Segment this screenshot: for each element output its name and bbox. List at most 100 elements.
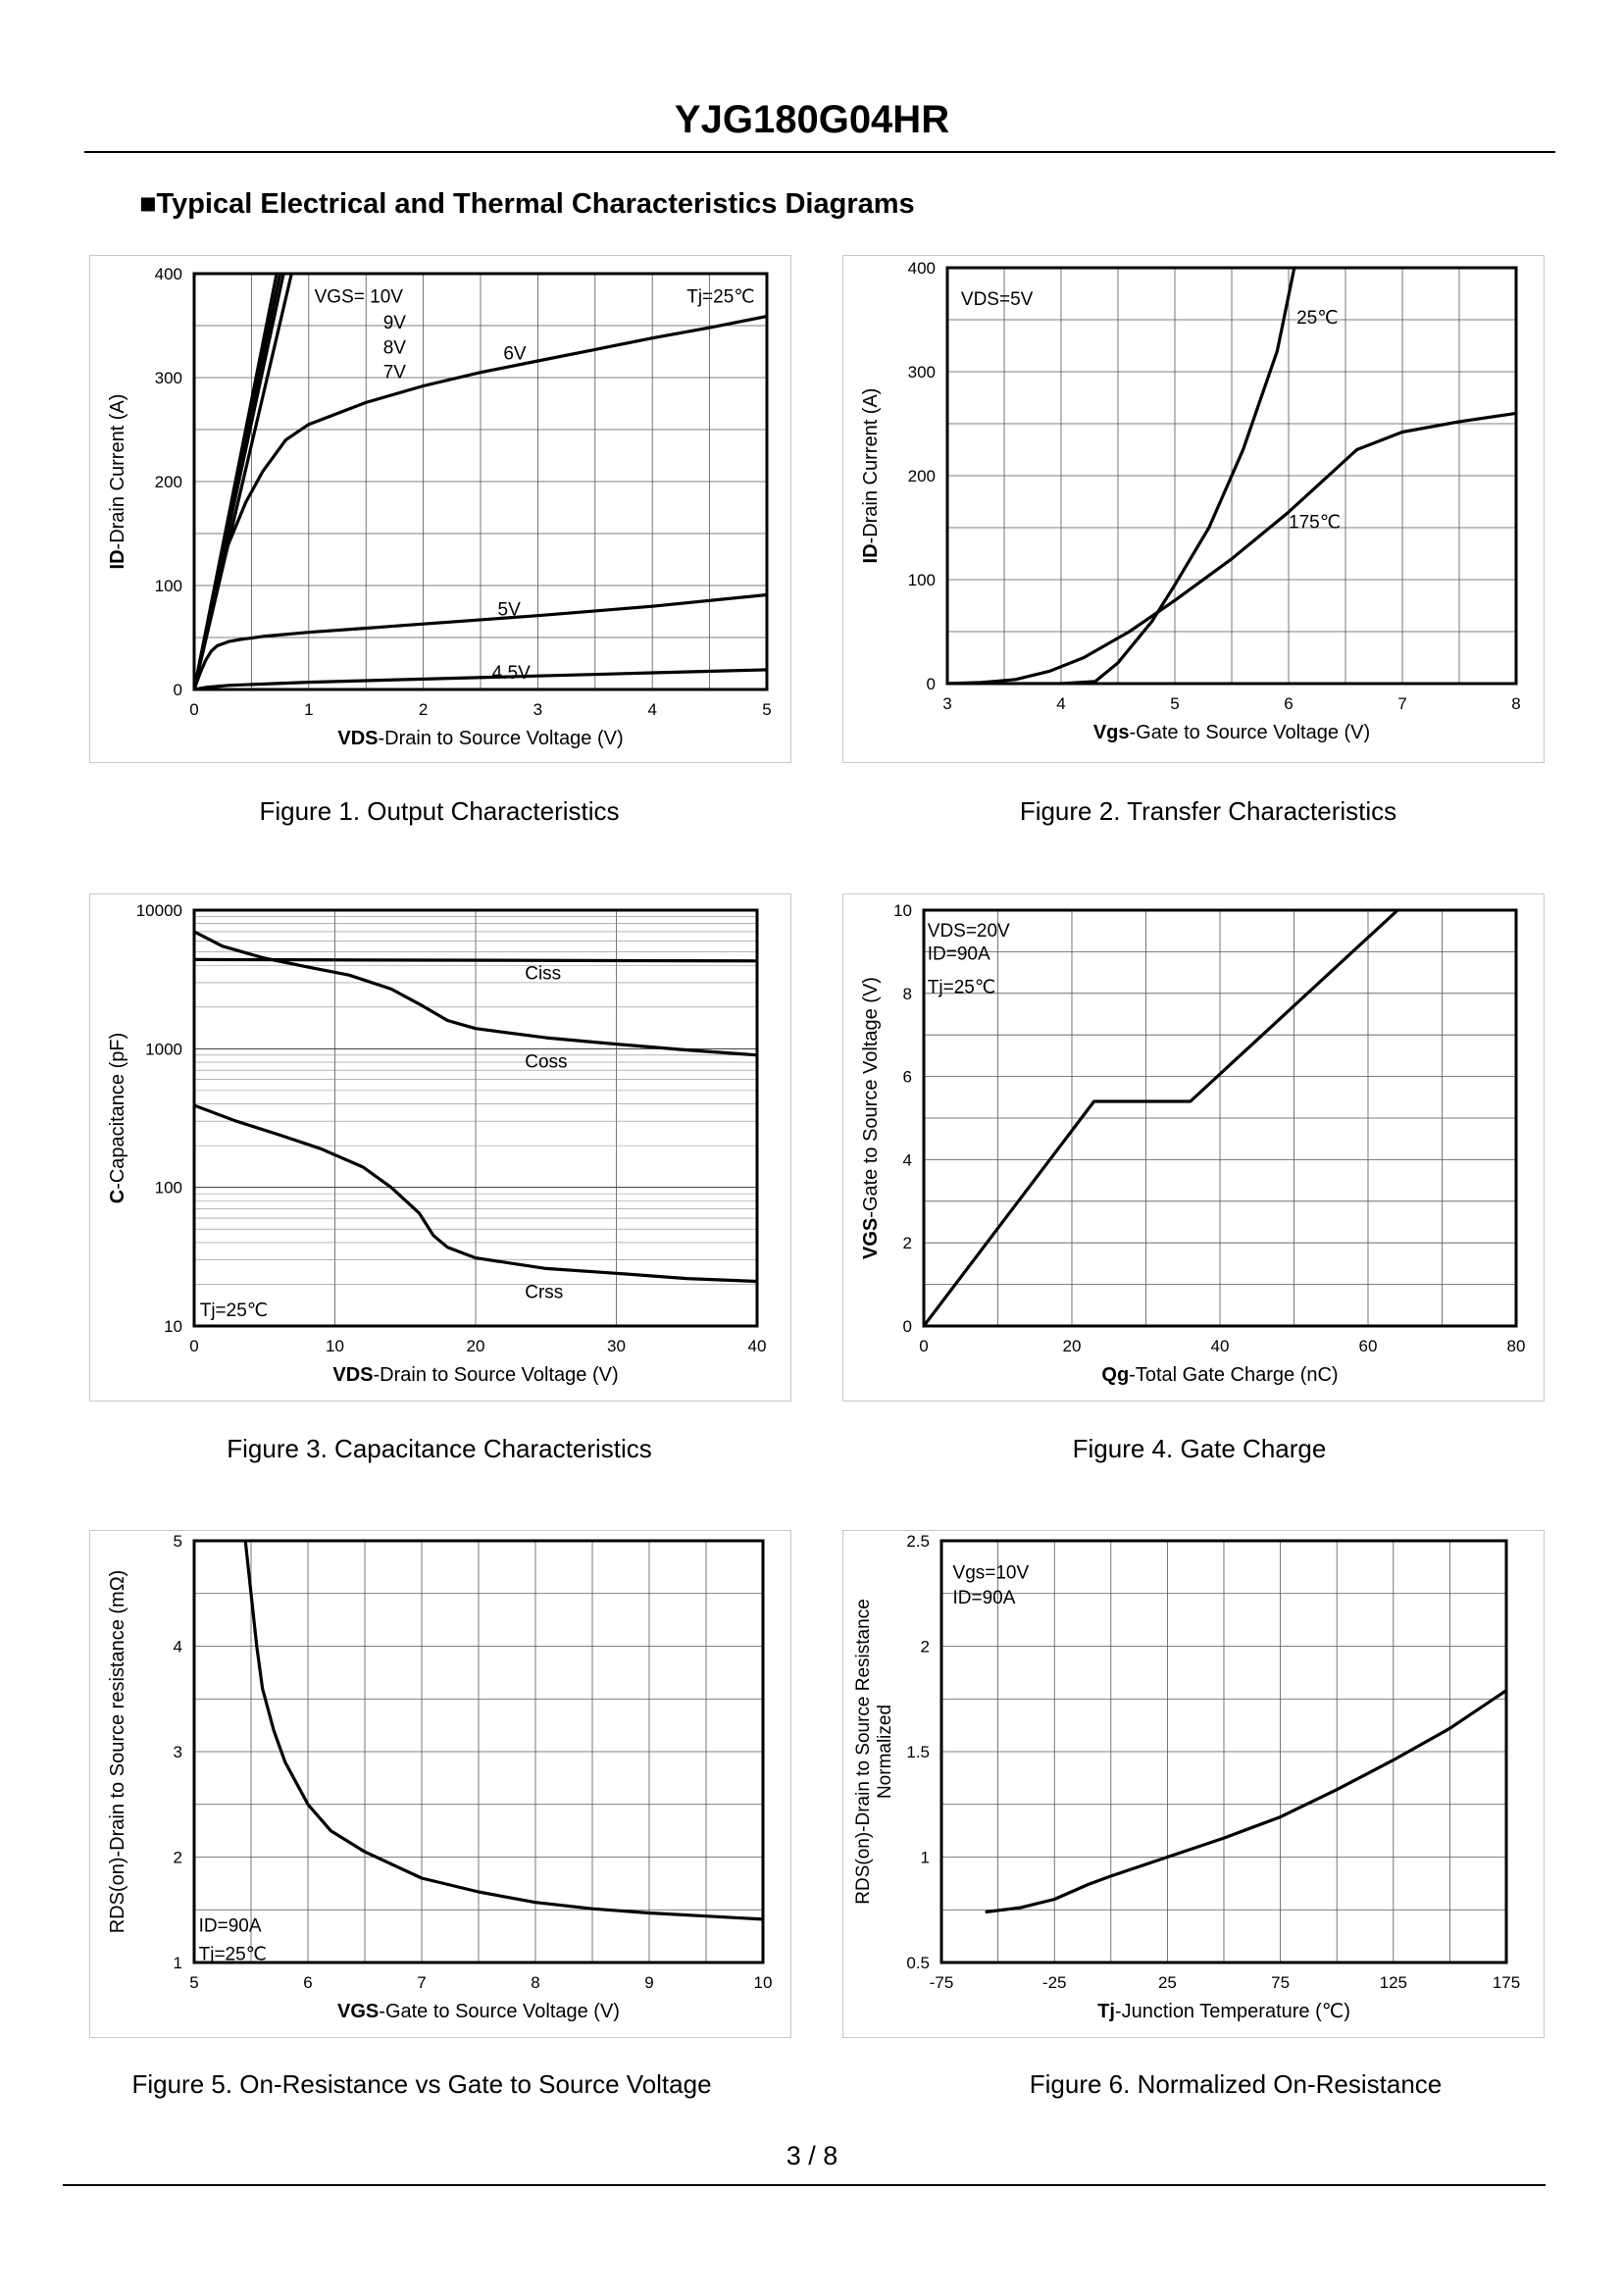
annotation-label: VDS=5V — [961, 289, 1034, 310]
x-axis-title: Qg-Total Gate Charge (nC) — [1101, 1364, 1338, 1386]
y-axis-title: RDS(on)-Drain to Source resistance (mΩ) — [107, 1570, 128, 1934]
x-tick-label: 0 — [189, 1337, 198, 1355]
chart-panel-on-resistance-vs-vgs: 5 6 7 8 9 10 1 2 3 4 5 VGS-Gate to Source Voltage (… — [89, 1530, 791, 2038]
y-tick-label: 4 — [903, 1150, 912, 1169]
x-tick-label: 8 — [1511, 694, 1520, 713]
chart-panel-capacitance-characteristics: 0 10 20 30 40 10 100 1000 10000 VDS-Drain to Sour… — [89, 893, 791, 1402]
y-tick-label: 1 — [174, 1954, 182, 1972]
x-axis-title-symbol: VDS — [337, 728, 378, 749]
x-tick-label: 40 — [748, 1337, 767, 1355]
plot-frame — [945, 266, 1518, 686]
x-axis-title-symbol: Qg — [1101, 1364, 1129, 1386]
x-axis-title-text: -Drain to Source Voltage (V) — [374, 1364, 619, 1386]
y-axis-title-text: -Capacitance (pF) — [107, 1033, 128, 1190]
y-tick-label: 10000 — [136, 901, 182, 920]
y-tick-label: 2 — [174, 1849, 182, 1867]
y-axis-title: ID-Drain Current (A) — [860, 388, 882, 564]
y-axis-title-text: -Drain Current (A) — [860, 388, 882, 544]
y-tick-label: 300 — [155, 369, 182, 387]
series-line-6v — [194, 314, 767, 689]
annotation-label: Tj=25℃ — [686, 286, 754, 307]
x-tick-label: -75 — [930, 1973, 954, 1992]
series-line-vgs — [924, 910, 1399, 1326]
chart-panel-gate-charge: 0 20 40 60 80 0 2 4 6 8 10 Qg-Total Gate Charge (nC… — [842, 893, 1545, 1402]
series-line-5v — [194, 592, 767, 689]
x-tick-label: 3 — [942, 694, 951, 713]
y-tick-label: 2 — [921, 1638, 930, 1657]
annotation-label: Coss — [525, 1051, 567, 1072]
x-tick-label: 4 — [1056, 694, 1065, 713]
y-tick-label: 0 — [903, 1317, 912, 1336]
series-line-coss — [194, 930, 757, 1057]
y-tick-label: 100 — [155, 1179, 182, 1198]
x-tick-label: 0 — [189, 700, 198, 719]
y-tick-label: 1 — [921, 1849, 930, 1867]
annotation-label: Ciss — [525, 963, 561, 984]
y-tick-label: 8 — [903, 985, 912, 1003]
plot-frame — [192, 908, 759, 1328]
section-heading: ■Typical Electrical and Thermal Characte… — [139, 188, 915, 220]
y-tick-label: 10 — [164, 1317, 182, 1336]
grid — [194, 274, 767, 689]
x-axis-title: VDS-Drain to Source Voltage (V) — [337, 728, 623, 749]
y-tick-label: 0.5 — [906, 1954, 930, 1972]
x-axis-title: Vgs-Gate to Source Voltage (V) — [1093, 722, 1370, 743]
series-line-rdson — [243, 1541, 763, 1921]
y-tick-label: 2.5 — [906, 1532, 930, 1551]
plot-frame — [192, 272, 769, 691]
series-line-ciss — [194, 957, 757, 963]
annotation-label: 25℃ — [1296, 308, 1338, 329]
grid — [924, 910, 1516, 1326]
annotation-label: Tj=25℃ — [928, 977, 995, 997]
grid — [194, 910, 757, 1326]
y-tick-label: 200 — [155, 473, 182, 491]
transfer-characteristics-chart: 3 4 5 6 7 8 0 100 200 300 400 Vgs-Gate to Source Vo… — [860, 259, 1521, 743]
figure-1-caption: Figure 1. Output Characteristics — [259, 796, 620, 826]
x-tick-label: 5 — [1170, 694, 1179, 713]
x-axis-title-text: -Gate to Source Voltage (V) — [379, 2001, 620, 2022]
annotation-label: 7V — [383, 363, 407, 383]
x-axis-title: VGS-Gate to Source Voltage (V) — [337, 2001, 620, 2022]
annotation-label: VGS= 10V — [315, 286, 404, 307]
annotation-label: ID=90A — [953, 1588, 1016, 1608]
y-tick-label: 0 — [174, 681, 182, 699]
y-tick-label: 100 — [155, 577, 182, 595]
y-tick-label: 5 — [174, 1532, 182, 1551]
plot-frame — [939, 1539, 1508, 1964]
capacitance-characteristics-chart: 0 10 20 30 40 10 100 1000 10000 VDS-Drain to Sour… — [107, 901, 767, 1386]
x-tick-label: 25 — [1158, 1973, 1177, 1992]
y-axis-title-symbol: VGS — [860, 1218, 882, 1259]
x-tick-label: -25 — [1042, 1973, 1067, 1992]
on-resistance-vs-vgs-chart: 5 6 7 8 9 10 1 2 3 4 5 VGS-Gate to Source Voltage (… — [107, 1532, 772, 2022]
annotation-label: 175℃ — [1289, 513, 1341, 534]
y-axis-title-symbol: ID — [860, 543, 882, 563]
annotation-label: 8V — [383, 337, 407, 358]
series-line-normalized — [985, 1689, 1506, 1913]
y-axis-title-symbol: ID — [107, 549, 128, 569]
chart-panel-transfer-characteristics: 3 4 5 6 7 8 0 100 200 300 400 Vgs-Gate to Source Vo… — [842, 255, 1545, 763]
y-tick-label: 0 — [927, 675, 936, 693]
x-tick-label: 40 — [1211, 1337, 1230, 1355]
x-tick-label: 30 — [607, 1337, 626, 1355]
x-tick-label: 1 — [304, 700, 313, 719]
annotation-label: 4.5V — [492, 663, 531, 684]
x-tick-label: 3 — [533, 700, 542, 719]
plot-frame — [192, 1539, 765, 1964]
y-axis-title: RDS(on)-Drain to Source Resistance — [853, 1599, 874, 1905]
y-tick-label: 6 — [903, 1068, 912, 1087]
x-axis-title: VDS-Drain to Source Voltage (V) — [332, 1364, 618, 1386]
y-tick-label: 4 — [174, 1638, 182, 1657]
y-tick-label: 200 — [908, 467, 936, 485]
y-axis-title-text: -Drain Current (A) — [107, 394, 128, 550]
x-tick-label: 0 — [919, 1337, 928, 1355]
x-tick-label: 9 — [644, 1973, 653, 1992]
annotation-label: Tj=25℃ — [200, 1300, 268, 1321]
header-rule — [84, 151, 1555, 153]
x-axis-title-symbol: Tj — [1097, 2001, 1115, 2022]
x-tick-label: 10 — [326, 1337, 344, 1355]
x-tick-label: 7 — [417, 1973, 426, 1992]
y-axis-title: C-Capacitance (pF) — [107, 1033, 128, 1204]
y-tick-label: 2 — [903, 1234, 912, 1252]
y-tick-label: 1000 — [145, 1040, 182, 1058]
y-axis-title: ID-Drain Current (A) — [107, 394, 128, 570]
